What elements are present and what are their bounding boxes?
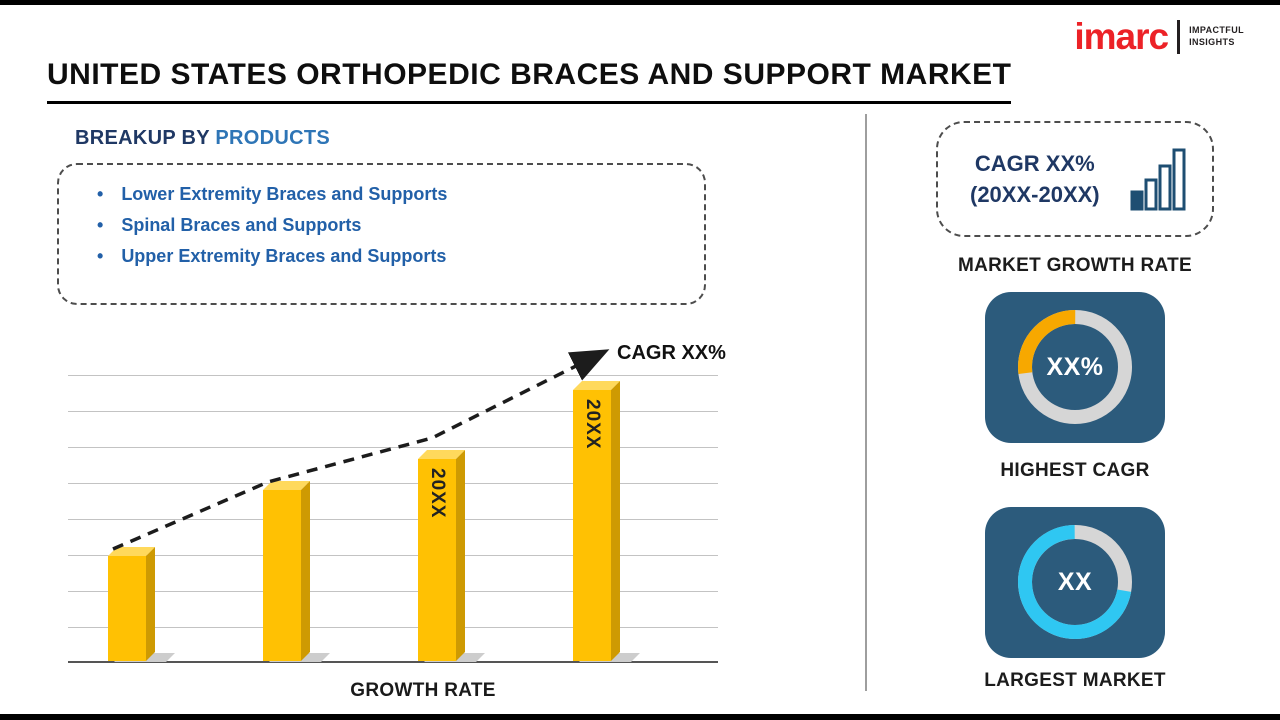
bullet-icon: • (97, 215, 104, 235)
cagr-summary-text: CAGR XX% (20XX-20XX) (970, 148, 1100, 210)
growth-bar: 20XX (418, 459, 456, 661)
highest-cagr-label: HIGHEST CAGR (1000, 460, 1150, 481)
bullet-icon: • (97, 246, 104, 266)
gridline (68, 375, 718, 376)
gridline (68, 591, 718, 592)
gridline (68, 555, 718, 556)
list-item-label: Upper Extremity Braces and Supports (121, 246, 447, 266)
breakup-products-list: • Lower Extremity Braces and Supports • … (97, 179, 694, 272)
list-item: • Upper Extremity Braces and Supports (97, 241, 694, 272)
bullet-icon: • (97, 184, 104, 204)
list-item: • Lower Extremity Braces and Supports (97, 179, 694, 210)
logo-tagline-line1: IMPACTFUL (1189, 24, 1244, 35)
gridline (68, 519, 718, 520)
highest-cagr-value: XX% (1046, 353, 1104, 381)
gridline (68, 627, 718, 628)
breakup-heading: BREAKUP BY PRODUCTS (75, 127, 330, 150)
list-item-label: Spinal Braces and Supports (121, 215, 362, 235)
cagr-summary-line1: CAGR XX% (974, 151, 1095, 176)
growth-rate-chart: 20XX 20XX (68, 375, 718, 663)
list-item-label: Lower Extremity Braces and Supports (121, 184, 448, 204)
bottom-border-rule (0, 714, 1280, 720)
cagr-summary-line2: (20XX-20XX) (970, 182, 1100, 207)
chart-baseline (68, 661, 718, 663)
bar-year-label: 20XX (582, 399, 603, 450)
page-title: UNITED STATES ORTHOPEDIC BRACES AND SUPP… (47, 58, 1012, 104)
highest-cagr-donut-icon (1018, 310, 1132, 424)
largest-market-donut-icon (1018, 525, 1132, 639)
breakup-products-box: • Lower Extremity Braces and Supports • … (57, 163, 706, 305)
logo-divider (1177, 19, 1181, 54)
largest-market-card: XX (985, 507, 1165, 658)
breakup-heading-highlight: PRODUCTS (215, 127, 331, 149)
breakup-heading-prefix: BREAKUP BY (75, 127, 216, 149)
highest-cagr-card: XX% (985, 292, 1165, 443)
gridline (68, 447, 718, 448)
logo-tagline: IMPACTFUL INSIGHTS (1189, 25, 1244, 48)
gridline (68, 411, 718, 412)
x-axis-label: GROWTH RATE (350, 680, 496, 701)
gridline (68, 483, 718, 484)
bar-year-label: 20XX (427, 468, 448, 519)
top-border-rule (0, 0, 1280, 5)
list-item: • Spinal Braces and Supports (97, 210, 694, 241)
imarc-logo: imarc IMPACTFUL INSIGHTS (1074, 18, 1244, 55)
growth-bar (263, 490, 301, 661)
largest-market-value: XX (1057, 568, 1093, 596)
cagr-summary-box: CAGR XX% (20XX-20XX) (936, 121, 1214, 237)
logo-tagline-line2: INSIGHTS (1189, 36, 1235, 47)
growth-bar (108, 556, 146, 661)
cagr-annotation: CAGR XX% (617, 342, 726, 364)
market-growth-rate-label: MARKET GROWTH RATE (957, 255, 1193, 276)
largest-market-label: LARGEST MARKET (984, 670, 1166, 691)
growth-bar: 20XX (573, 390, 611, 661)
section-divider (865, 114, 867, 691)
imarc-logo-text: imarc (1074, 16, 1169, 57)
growth-bars-icon (1130, 148, 1186, 211)
